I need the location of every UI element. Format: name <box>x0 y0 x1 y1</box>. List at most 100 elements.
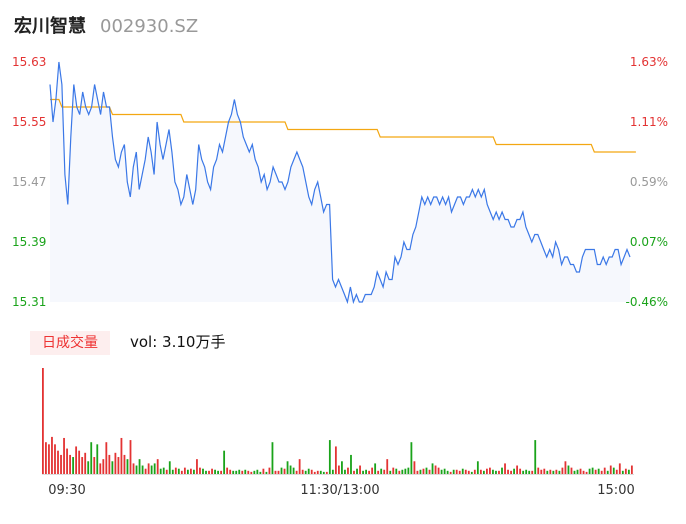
y-tick-label-left: 15.39 <box>12 235 46 249</box>
y-tick-label-left: 15.31 <box>12 295 46 309</box>
volume-bar <box>609 465 612 474</box>
volume-bar <box>422 468 425 474</box>
volume-bar <box>630 465 633 474</box>
volume-bar <box>132 463 135 474</box>
volume-bar <box>277 470 280 474</box>
volume-bar <box>425 467 428 474</box>
volume-bar <box>90 442 93 474</box>
volume-bar <box>138 459 141 474</box>
volume-bar <box>371 467 374 474</box>
volume-bar <box>567 465 570 474</box>
volume-bar <box>353 470 355 474</box>
volume-bar <box>283 468 286 474</box>
volume-bar <box>280 467 283 474</box>
volume-bar <box>325 471 328 474</box>
right-axis-ticks: 1.63% 1.11% 0.59% 0.07% -0.46% <box>626 55 668 309</box>
y-tick-label-right: -0.46% <box>626 295 668 309</box>
x-tick-label: 09:30 <box>48 483 85 498</box>
volume-bar <box>377 470 380 474</box>
x-tick-label: 15:00 <box>597 483 634 498</box>
volume-bar <box>449 471 452 474</box>
volume-bar <box>319 470 322 474</box>
volume-bar <box>513 468 515 474</box>
volume-bar <box>108 454 111 474</box>
volume-bar <box>147 463 150 474</box>
volume-bar <box>162 467 165 474</box>
volume-bar <box>419 469 422 474</box>
volume-bar <box>223 450 226 474</box>
volume-bar <box>413 461 416 474</box>
volume-bar <box>461 468 464 474</box>
volume-bar <box>256 469 259 474</box>
volume-bar <box>467 470 470 474</box>
volume-bar <box>398 470 401 474</box>
volume-bar <box>495 470 497 474</box>
volume-bar <box>51 436 53 474</box>
volume-bar <box>428 469 431 474</box>
volume-bar <box>126 459 129 474</box>
volume-bar <box>458 470 461 474</box>
volume-bar <box>476 461 479 474</box>
volume-bar <box>310 469 313 474</box>
volume-bar <box>618 463 621 474</box>
volume-bar <box>322 471 325 474</box>
volume-bar <box>292 467 295 474</box>
volume-bar <box>350 454 352 474</box>
volume-bar <box>552 470 555 474</box>
volume-bar <box>479 469 482 474</box>
volume-bar <box>416 470 419 474</box>
volume-bar <box>492 469 494 474</box>
volume-bar <box>205 470 207 474</box>
volume-tab-button[interactable]: 日成交量 <box>30 331 110 355</box>
volume-bar <box>268 467 271 474</box>
volume-bar <box>516 465 519 474</box>
volume-bar <box>66 448 68 474</box>
volume-bar <box>199 467 201 474</box>
volume-bar <box>193 469 195 474</box>
volume-bar <box>183 467 186 474</box>
volume-bar <box>558 470 561 474</box>
volume-bar <box>546 470 549 474</box>
volume-bar <box>313 471 316 474</box>
volume-bar <box>156 459 159 474</box>
volume-bar <box>446 470 449 474</box>
volume-bar <box>486 468 488 474</box>
volume-bar <box>368 470 371 474</box>
volume-bar <box>117 457 120 474</box>
volume-bar <box>304 470 307 474</box>
volume-bar <box>301 469 304 474</box>
volume-bar <box>141 465 144 474</box>
volume-bar <box>54 444 56 474</box>
volume-bar <box>123 454 126 474</box>
volume-bar <box>180 470 183 474</box>
volume-bar <box>226 467 229 474</box>
volume-bar <box>555 469 558 474</box>
y-tick-label-left: 15.63 <box>12 55 46 69</box>
volume-bar <box>328 440 331 474</box>
volume-bar <box>594 469 597 474</box>
volume-bar <box>235 470 238 474</box>
volume-bar <box>347 467 349 474</box>
volume-bar <box>214 469 216 474</box>
volume-bar <box>229 469 232 474</box>
volume-bar <box>298 459 301 474</box>
y-tick-label-right: 0.07% <box>630 235 668 249</box>
volume-bar <box>392 467 395 474</box>
volume-bar <box>96 444 99 474</box>
volume-bar <box>111 461 114 474</box>
volume-bar <box>356 468 358 474</box>
volume-bar <box>603 467 606 474</box>
volume-bar <box>57 450 59 474</box>
volume-bar <box>473 469 476 474</box>
volume-bar <box>470 471 473 474</box>
volume-bar <box>588 468 591 474</box>
volume-bar <box>274 470 277 474</box>
volume-bar <box>114 452 117 474</box>
volume-bar <box>389 470 392 474</box>
volume-bar <box>573 470 576 474</box>
volume-bar <box>591 467 594 474</box>
volume-bar <box>341 461 343 474</box>
volume-bar <box>72 457 75 474</box>
volume-bar <box>45 442 47 474</box>
volume-bar <box>543 468 546 474</box>
